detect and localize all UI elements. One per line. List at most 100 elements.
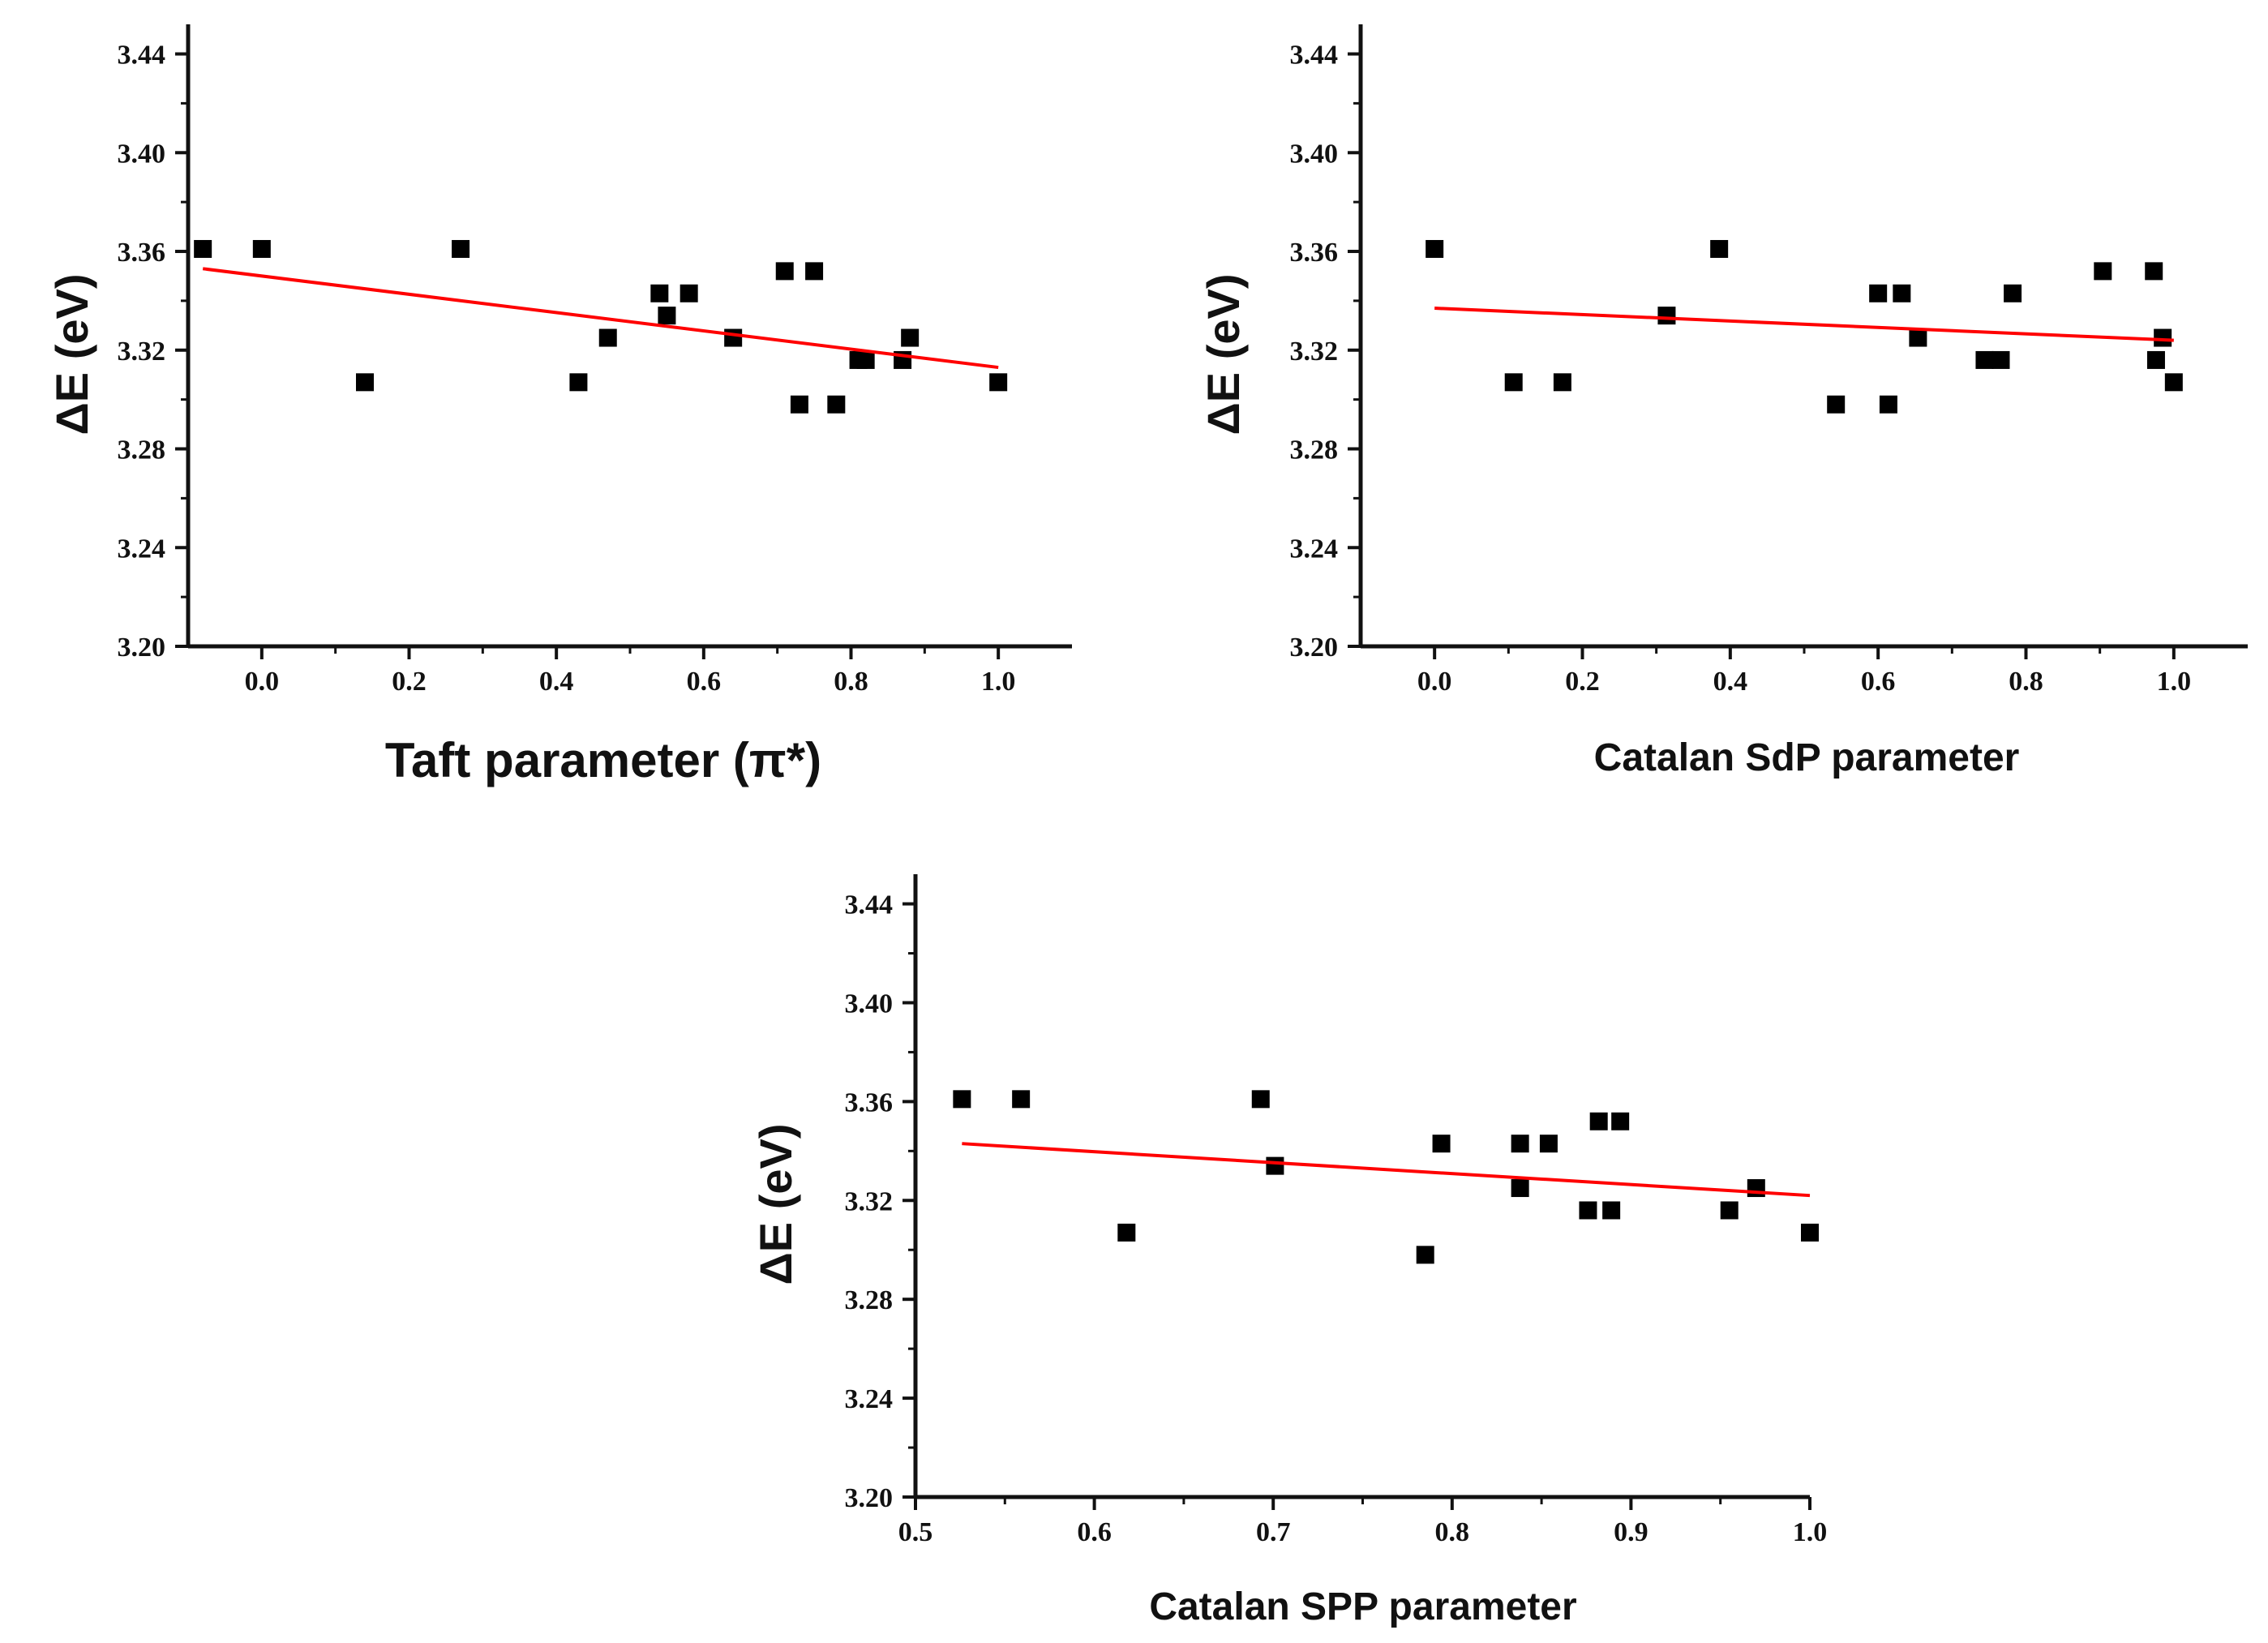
fit-line: [1434, 307, 2174, 342]
data-point: [827, 395, 846, 414]
data-point: [1869, 284, 1888, 302]
y-tick-label: 3.40: [1290, 139, 1339, 169]
data-point: [953, 1090, 971, 1109]
y-tick-label: 3.40: [845, 989, 894, 1019]
x-tick-label: 0.6: [687, 667, 722, 697]
y-tick-label: 3.28: [1290, 435, 1339, 465]
data-point: [856, 350, 875, 369]
y-tick-label: 3.32: [845, 1186, 894, 1216]
data-point: [356, 373, 374, 392]
fit-line: [962, 1142, 1811, 1198]
data-point: [1579, 1201, 1597, 1220]
data-point: [2146, 350, 2165, 369]
data-point: [252, 239, 271, 258]
x-tick-label: 0.0: [245, 667, 280, 697]
x-tick-label: 0.2: [392, 667, 427, 697]
data-point: [2154, 328, 2172, 347]
y-tick-label: 3.20: [845, 1483, 894, 1513]
data-point: [598, 328, 617, 347]
data-point: [805, 262, 824, 281]
x-tick-label: 0.9: [1614, 1517, 1648, 1547]
data-point: [1426, 239, 1444, 258]
x-tick-label: 0.8: [1435, 1517, 1470, 1547]
data-point: [1747, 1179, 1765, 1198]
data-point: [1589, 1112, 1608, 1130]
y-tick-label: 3.20: [118, 633, 166, 663]
data-point: [2164, 373, 2183, 392]
y-tick-label: 3.24: [118, 534, 166, 564]
sdp-panel: Catalan SdP parameter ΔE (eV) 3.20 3.24 3.…: [1198, 24, 2248, 779]
x-tick-label: 0.6: [1077, 1517, 1112, 1547]
data-point: [658, 307, 676, 325]
data-point: [775, 262, 794, 281]
data-point: [901, 328, 920, 347]
spp-panel: Catalan SPP parameter ΔE (eV) 3.20 3.24 3.…: [750, 874, 1827, 1628]
y-tick-label: 3.32: [1290, 337, 1339, 367]
data-point: [680, 284, 698, 302]
data-point: [1801, 1223, 1819, 1242]
y-tick-label: 3.36: [1290, 238, 1339, 268]
data-point: [1893, 284, 1911, 302]
data-point: [1611, 1112, 1630, 1130]
x-tick-label: 0.8: [2009, 667, 2043, 697]
x-tick-label: 0.7: [1256, 1517, 1291, 1547]
data-point: [1827, 395, 1846, 414]
x-tick-label: 1.0: [1793, 1517, 1828, 1547]
data-point: [569, 373, 588, 392]
y-axis-label: ΔE (eV): [46, 274, 97, 435]
data-point: [1511, 1179, 1529, 1198]
fit-line: [202, 267, 999, 370]
data-point: [650, 284, 669, 302]
y-tick-label: 3.44: [1290, 41, 1339, 71]
data-point: [1511, 1135, 1529, 1153]
data-point: [790, 395, 808, 414]
data-point: [1251, 1090, 1270, 1109]
data-point: [2094, 262, 2112, 281]
x-tick-label: 0.6: [1861, 667, 1896, 697]
data-point: [1975, 350, 1994, 369]
y-tick-label: 3.44: [845, 890, 894, 920]
data-point: [989, 373, 1008, 392]
y-tick-label: 3.24: [1290, 534, 1339, 564]
x-tick-label: 0.4: [1713, 667, 1748, 697]
x-axis-label: Catalan SdP parameter: [1594, 736, 2020, 779]
data-point: [194, 239, 212, 258]
data-point: [1416, 1246, 1434, 1264]
x-axis-label: Catalan SPP parameter: [1149, 1585, 1576, 1628]
data-point: [1720, 1201, 1739, 1220]
x-tick-label: 0.8: [834, 667, 868, 697]
data-point: [1432, 1135, 1451, 1153]
y-tick-label: 3.36: [118, 238, 166, 268]
y-tick-label: 3.44: [118, 41, 166, 71]
y-tick-label: 3.32: [118, 337, 166, 367]
x-tick-label: 1.0: [2157, 667, 2192, 697]
data-point: [1266, 1156, 1284, 1175]
x-axis-label: Taft parameter (π*): [385, 733, 821, 787]
y-tick-label: 3.20: [1290, 633, 1339, 663]
data-point: [2145, 262, 2163, 281]
y-tick-label: 3.28: [845, 1285, 894, 1315]
data-point: [1504, 373, 1523, 392]
x-tick-label: 0.2: [1565, 667, 1600, 697]
y-tick-label: 3.24: [845, 1384, 894, 1414]
y-axis-label: ΔE (eV): [1198, 274, 1249, 435]
data-point: [1991, 350, 2010, 369]
data-point: [1710, 239, 1729, 258]
data-point: [1657, 307, 1676, 325]
y-axis-label: ΔE (eV): [750, 1124, 801, 1285]
x-tick-label: 0.5: [898, 1517, 933, 1547]
taft-panel: Taft parameter (π*) ΔE (eV) 3.20 3.24 3.28…: [46, 24, 1072, 787]
data-point: [1602, 1201, 1621, 1220]
y-tick-label: 3.36: [845, 1087, 894, 1117]
x-tick-label: 1.0: [981, 667, 1016, 697]
data-point: [452, 239, 470, 258]
x-tick-label: 0.4: [539, 667, 574, 697]
data-point: [1012, 1090, 1031, 1109]
y-tick-label: 3.28: [118, 435, 166, 465]
data-point: [1117, 1223, 1136, 1242]
x-tick-label: 0.0: [1417, 667, 1452, 697]
data-point: [2004, 284, 2022, 302]
data-point: [1909, 328, 1927, 347]
data-point: [724, 328, 743, 347]
